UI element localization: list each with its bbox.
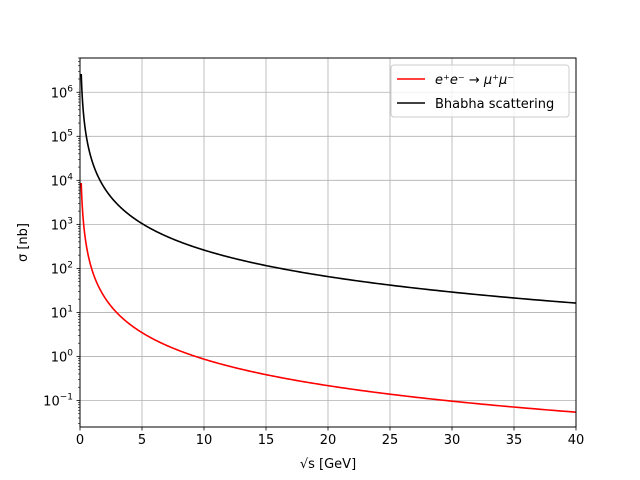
plot-series <box>80 73 577 413</box>
x-tick-label: 25 <box>382 433 399 448</box>
y-tick-label: 106 <box>51 84 74 101</box>
y-tick-label: 102 <box>51 260 73 277</box>
x-tick-label: 0 <box>76 433 84 448</box>
y-tick-label: 10−1 <box>43 392 73 409</box>
legend: e⁺e⁻ → μ⁺μ⁻ Bhabha scattering <box>390 64 570 118</box>
y-tick-label: 104 <box>51 172 74 189</box>
legend-label-muon: e⁺e⁻ → μ⁺μ⁻ <box>435 73 514 88</box>
x-tick-label: 40 <box>568 433 585 448</box>
y-tick-label: 105 <box>51 128 73 145</box>
legend-box <box>390 64 570 118</box>
series-line-0 <box>80 182 577 413</box>
legend-label-bhabha: Bhabha scattering <box>435 97 554 112</box>
series-line-1 <box>80 73 577 304</box>
y-tick-label: 103 <box>51 216 73 233</box>
x-axis-label: √s [GeV] <box>300 457 356 472</box>
ticks: 0 5 10 15 20 25 30 35 40 10−1 100 101 102 103 104 105 10… <box>43 57 585 448</box>
x-tick-label: 30 <box>444 433 461 448</box>
x-tick-label: 20 <box>320 433 337 448</box>
x-tick-label: 5 <box>138 433 146 448</box>
x-tick-label: 15 <box>258 433 275 448</box>
y-axis-label: σ [nb] <box>16 223 31 262</box>
x-tick-label: 10 <box>196 433 213 448</box>
y-tick-label: 101 <box>51 304 73 321</box>
y-tick-label: 100 <box>51 348 74 365</box>
x-tick-label: 35 <box>506 433 523 448</box>
